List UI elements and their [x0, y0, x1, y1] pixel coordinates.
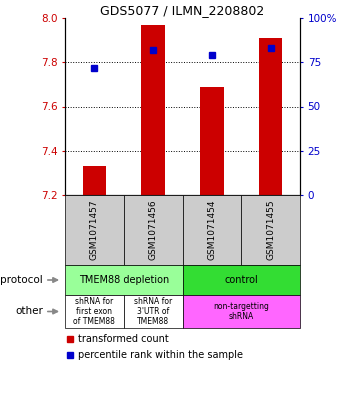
Bar	[141, 25, 165, 195]
Text: protocol: protocol	[0, 275, 43, 285]
Bar	[65, 295, 124, 328]
Text: shRNA for
3'UTR of
TMEM88: shRNA for 3'UTR of TMEM88	[134, 297, 172, 327]
Bar	[65, 195, 124, 265]
Bar	[183, 265, 300, 295]
Bar	[65, 265, 183, 295]
Bar	[124, 195, 183, 265]
Text: percentile rank within the sample: percentile rank within the sample	[78, 350, 243, 360]
Text: shRNA for
first exon
of TMEM88: shRNA for first exon of TMEM88	[73, 297, 115, 327]
Text: other: other	[15, 307, 43, 316]
Text: TMEM88 depletion: TMEM88 depletion	[79, 275, 169, 285]
Bar	[200, 86, 224, 195]
Text: GSM1071457: GSM1071457	[90, 200, 99, 260]
Bar	[183, 295, 300, 328]
Bar	[83, 166, 106, 195]
Title: GDS5077 / ILMN_2208802: GDS5077 / ILMN_2208802	[100, 4, 265, 17]
Text: non-targetting
shRNA: non-targetting shRNA	[213, 302, 269, 321]
Text: GSM1071454: GSM1071454	[207, 200, 216, 260]
Bar	[124, 295, 183, 328]
Text: control: control	[224, 275, 258, 285]
Text: transformed count: transformed count	[78, 334, 169, 344]
Text: GSM1071456: GSM1071456	[149, 200, 158, 260]
Bar	[241, 195, 300, 265]
Text: GSM1071455: GSM1071455	[266, 200, 275, 260]
Bar	[259, 38, 283, 195]
Bar	[183, 195, 241, 265]
